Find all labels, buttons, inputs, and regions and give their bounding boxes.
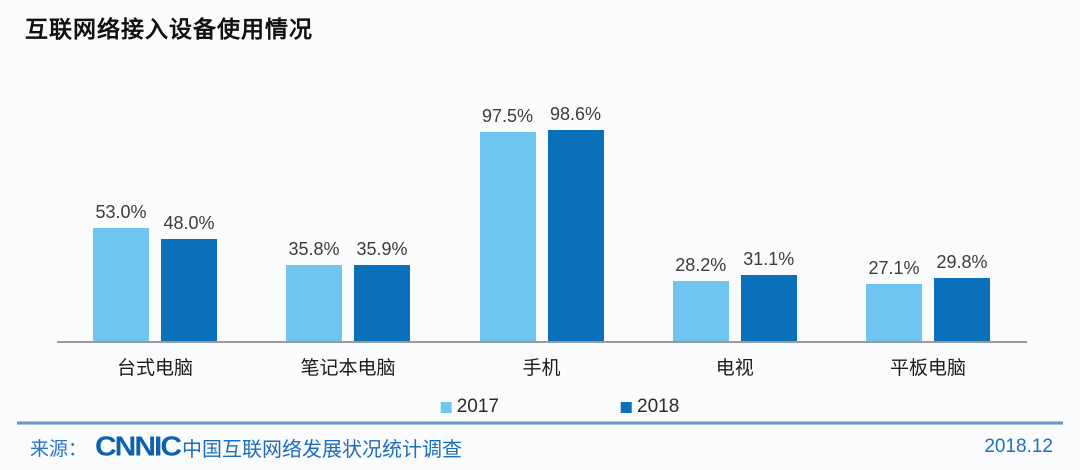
category-label-笔记本电脑: 笔记本电脑 [300, 358, 396, 379]
legend-item-2018: 2018 [621, 396, 679, 418]
value-label-2017-平板电脑: 27.1% [868, 258, 920, 278]
bar-2018-手机 [547, 130, 604, 342]
bar-2018-平板电脑 [934, 278, 990, 342]
cnnic-logo: CNNIC [95, 431, 182, 462]
bar-2017-手机 [479, 132, 536, 342]
legend-label: 2018 [637, 396, 680, 417]
value-label-2018-笔记本电脑: 35.9% [356, 239, 408, 259]
bar-2018-台式电脑 [161, 239, 217, 342]
legend-label: 2017 [456, 396, 499, 417]
source-name-label: 中国互联网络发展状况统计调查 [182, 438, 463, 461]
value-label-2017-手机: 97.5% [481, 106, 534, 126]
category-label-电视: 电视 [715, 358, 754, 379]
x-axis-line [57, 341, 1027, 343]
chart-legend: 2017 2018 [440, 396, 679, 418]
chart-title: 互联网络接入设备使用情况 [25, 17, 313, 42]
legend-item-2017: 2017 [440, 396, 499, 418]
value-label-2017-电视: 28.2% [675, 255, 727, 275]
bar-2017-台式电脑 [93, 228, 149, 342]
footer-divider [17, 421, 1063, 425]
bar-2017-电视 [672, 281, 729, 342]
legend-swatch-icon [440, 401, 452, 413]
bar-2018-电视 [740, 275, 797, 342]
category-label-台式电脑: 台式电脑 [116, 358, 193, 379]
value-label-2018-手机: 98.6% [549, 104, 602, 124]
bar-2017-笔记本电脑 [286, 265, 342, 342]
bar-2017-平板电脑 [866, 284, 922, 342]
value-label-2018-台式电脑: 48.0% [163, 213, 215, 233]
category-label-平板电脑: 平板电脑 [889, 358, 966, 379]
footer: 来源： CNNIC 中国互联网络发展状况统计调查 2018.12 [30, 430, 1053, 464]
value-label-2018-电视: 31.1% [743, 249, 795, 269]
category-label-手机: 手机 [522, 358, 561, 379]
value-label-2017-台式电脑: 53.0% [95, 202, 147, 222]
footer-date: 2018.12 [984, 436, 1053, 457]
source-prefix-label: 来源： [30, 438, 88, 460]
legend-swatch-icon [621, 401, 632, 413]
value-label-2018-平板电脑: 29.8% [936, 252, 988, 272]
value-label-2017-笔记本电脑: 35.8% [288, 239, 340, 259]
bar-2018-笔记本电脑 [354, 265, 410, 342]
